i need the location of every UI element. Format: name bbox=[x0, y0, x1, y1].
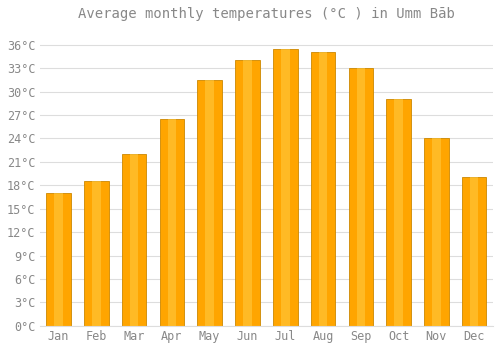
Bar bbox=[243, 60, 252, 326]
Bar bbox=[432, 138, 440, 326]
Bar bbox=[394, 99, 403, 326]
Bar bbox=[310, 52, 336, 326]
Title: Average monthly temperatures (°C ) in Umm Bāb: Average monthly temperatures (°C ) in Um… bbox=[78, 7, 455, 21]
Bar bbox=[206, 80, 214, 326]
Bar bbox=[122, 154, 146, 326]
Bar bbox=[356, 68, 365, 326]
Bar bbox=[54, 193, 63, 326]
Bar bbox=[235, 60, 260, 326]
Bar bbox=[198, 80, 222, 326]
Bar bbox=[130, 154, 138, 326]
Bar bbox=[92, 181, 100, 326]
Bar bbox=[318, 52, 328, 326]
Bar bbox=[273, 49, 297, 326]
Bar bbox=[281, 49, 289, 326]
Bar bbox=[424, 138, 448, 326]
Bar bbox=[160, 119, 184, 326]
Bar bbox=[386, 99, 411, 326]
Bar bbox=[462, 177, 486, 326]
Bar bbox=[470, 177, 478, 326]
Bar bbox=[84, 181, 108, 326]
Bar bbox=[168, 119, 176, 326]
Bar bbox=[46, 193, 71, 326]
Bar bbox=[348, 68, 373, 326]
